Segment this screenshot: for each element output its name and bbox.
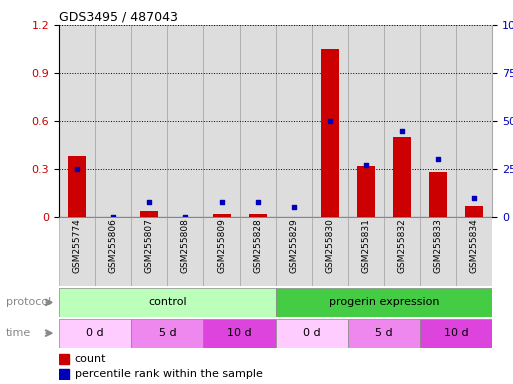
Text: GSM255807: GSM255807 bbox=[145, 218, 154, 273]
Point bbox=[145, 199, 153, 205]
FancyBboxPatch shape bbox=[240, 217, 275, 286]
Bar bbox=[59, 354, 69, 364]
Bar bbox=[420, 25, 457, 217]
Text: GSM255808: GSM255808 bbox=[181, 218, 190, 273]
Bar bbox=[457, 25, 492, 217]
Bar bbox=[393, 137, 411, 217]
FancyBboxPatch shape bbox=[275, 288, 492, 317]
Text: GSM255806: GSM255806 bbox=[109, 218, 117, 273]
Point bbox=[73, 166, 81, 172]
FancyBboxPatch shape bbox=[167, 217, 204, 286]
Bar bbox=[140, 210, 159, 217]
Text: 10 d: 10 d bbox=[444, 328, 469, 338]
Point bbox=[253, 199, 262, 205]
FancyBboxPatch shape bbox=[59, 288, 275, 317]
Text: 5 d: 5 d bbox=[376, 328, 393, 338]
FancyBboxPatch shape bbox=[59, 319, 131, 348]
Text: GSM255830: GSM255830 bbox=[325, 218, 334, 273]
Bar bbox=[59, 369, 69, 379]
FancyBboxPatch shape bbox=[384, 217, 420, 286]
FancyBboxPatch shape bbox=[420, 319, 492, 348]
Text: GSM255832: GSM255832 bbox=[398, 218, 407, 273]
Point bbox=[434, 156, 442, 162]
FancyBboxPatch shape bbox=[348, 217, 384, 286]
Bar bbox=[275, 25, 312, 217]
Point bbox=[362, 162, 370, 168]
Bar bbox=[240, 25, 275, 217]
Bar bbox=[204, 25, 240, 217]
Text: GSM255809: GSM255809 bbox=[217, 218, 226, 273]
Bar bbox=[68, 156, 86, 217]
Text: GSM255831: GSM255831 bbox=[362, 218, 370, 273]
Text: GDS3495 / 487043: GDS3495 / 487043 bbox=[59, 11, 178, 24]
Bar bbox=[95, 25, 131, 217]
FancyBboxPatch shape bbox=[348, 319, 420, 348]
FancyBboxPatch shape bbox=[312, 217, 348, 286]
Point bbox=[290, 204, 298, 210]
FancyBboxPatch shape bbox=[95, 217, 131, 286]
Bar bbox=[312, 25, 348, 217]
Text: percentile rank within the sample: percentile rank within the sample bbox=[74, 369, 263, 379]
Text: GSM255829: GSM255829 bbox=[289, 218, 298, 273]
Text: 0 d: 0 d bbox=[303, 328, 321, 338]
Point bbox=[326, 118, 334, 124]
Bar bbox=[167, 25, 204, 217]
Bar bbox=[465, 206, 483, 217]
Text: GSM255833: GSM255833 bbox=[434, 218, 443, 273]
Bar bbox=[348, 25, 384, 217]
FancyBboxPatch shape bbox=[275, 217, 312, 286]
Bar bbox=[321, 49, 339, 217]
FancyBboxPatch shape bbox=[420, 217, 457, 286]
Bar bbox=[59, 25, 95, 217]
Bar bbox=[212, 214, 230, 217]
Point bbox=[109, 214, 117, 220]
Text: 0 d: 0 d bbox=[86, 328, 104, 338]
Bar bbox=[384, 25, 420, 217]
Text: GSM255834: GSM255834 bbox=[470, 218, 479, 273]
FancyBboxPatch shape bbox=[204, 217, 240, 286]
FancyBboxPatch shape bbox=[457, 217, 492, 286]
Bar bbox=[429, 172, 447, 217]
Text: time: time bbox=[6, 328, 31, 338]
Point bbox=[218, 199, 226, 205]
Bar bbox=[357, 166, 375, 217]
FancyBboxPatch shape bbox=[275, 319, 348, 348]
Point bbox=[398, 127, 406, 134]
Bar bbox=[249, 214, 267, 217]
FancyBboxPatch shape bbox=[204, 319, 275, 348]
Point bbox=[470, 195, 479, 201]
FancyBboxPatch shape bbox=[131, 319, 204, 348]
Text: progerin expression: progerin expression bbox=[329, 297, 439, 308]
Text: protocol: protocol bbox=[6, 297, 51, 308]
FancyBboxPatch shape bbox=[131, 217, 167, 286]
Text: control: control bbox=[148, 297, 187, 308]
Text: 5 d: 5 d bbox=[159, 328, 176, 338]
FancyBboxPatch shape bbox=[59, 217, 95, 286]
Text: GSM255774: GSM255774 bbox=[72, 218, 82, 273]
Bar bbox=[131, 25, 167, 217]
Text: GSM255828: GSM255828 bbox=[253, 218, 262, 273]
Point bbox=[181, 214, 189, 220]
Text: count: count bbox=[74, 354, 106, 364]
Text: 10 d: 10 d bbox=[227, 328, 252, 338]
